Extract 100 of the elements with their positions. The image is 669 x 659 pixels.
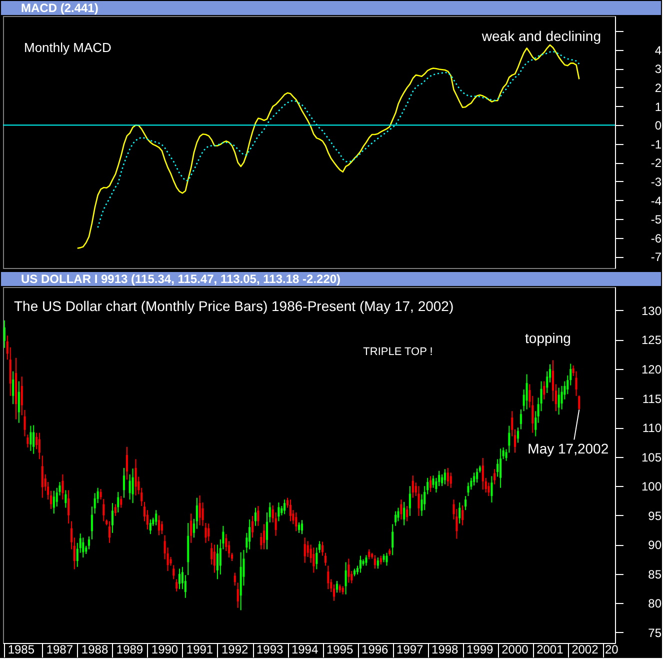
- candlestick: [132, 468, 134, 504]
- x-tick-label: 20: [604, 642, 619, 656]
- text: Monthly MACD: [24, 40, 112, 55]
- candlestick: [397, 507, 400, 522]
- y-tick-label: 1: [654, 100, 662, 114]
- candlestick: [394, 510, 397, 526]
- candlestick: [38, 432, 40, 460]
- candlestick: [558, 387, 560, 416]
- x-tick-label: 2001: [536, 642, 564, 656]
- candlestick: [68, 490, 70, 524]
- y-tick-label: 110: [642, 421, 662, 436]
- candlestick: [376, 557, 379, 570]
- y-tick-label: 75: [648, 626, 662, 640]
- x-tick-label: 1997: [396, 642, 424, 656]
- candlestick: [290, 499, 292, 522]
- y-tick-label: 115: [642, 392, 662, 406]
- candlestick: [430, 476, 432, 492]
- candlestick: [20, 376, 23, 416]
- y-tick-label: 85: [648, 567, 662, 582]
- candlestick: [155, 510, 158, 526]
- y-tick-label: 0: [654, 118, 662, 133]
- candlestick: [301, 520, 303, 535]
- x-tick-label: 2000: [502, 642, 529, 656]
- x-tick-label: 2002: [572, 642, 599, 656]
- candlestick: [406, 505, 408, 522]
- candlestick: [12, 370, 14, 405]
- x-tick-label: 1992: [221, 642, 248, 656]
- candlestick: [32, 424, 35, 454]
- x-tick-label: 1987: [46, 642, 74, 656]
- candlestick: [120, 496, 122, 508]
- annotation: TRIPLE TOP !: [363, 346, 433, 358]
- candlestick: [278, 502, 280, 522]
- y-tick-label: 100: [641, 480, 662, 494]
- candlestick: [160, 520, 163, 535]
- candlestick: [386, 552, 388, 566]
- candlestick: [476, 468, 478, 484]
- chart-title: US DOLLAR I 9913 (115.34, 115.47, 113.05, 113.18 -2.220): [21, 272, 341, 286]
- candlestick: [403, 501, 406, 526]
- candlestick: [204, 522, 207, 544]
- candlestick: [526, 374, 528, 410]
- candlestick: [190, 513, 192, 544]
- candlestick: [149, 518, 152, 535]
- candlestick: [176, 578, 178, 592]
- candlestick: [543, 380, 546, 400]
- candlestick: [30, 425, 32, 452]
- y-tick-label: -5: [650, 212, 662, 227]
- y-tick-label: -1: [650, 137, 662, 152]
- y-tick-label: 120: [641, 362, 662, 376]
- candlestick: [392, 524, 394, 556]
- candlestick: [336, 580, 338, 594]
- text: The US Dollar chart (Monthly Price Bars) 1986-Present (May 17, 2002): [14, 298, 454, 314]
- candlestick: [365, 554, 368, 566]
- y-tick-label: 130: [641, 304, 662, 318]
- x-tick-label: 1990: [151, 642, 178, 656]
- x-tick-label: 1991: [186, 642, 214, 656]
- y-tick-label: 80: [648, 596, 662, 611]
- candlestick: [263, 524, 266, 550]
- candlestick: [208, 523, 210, 542]
- candlestick: [450, 472, 452, 488]
- candlestick: [312, 547, 315, 574]
- candlestick: [324, 552, 326, 566]
- y-tick-label: 90: [648, 538, 662, 552]
- annotation: weak and declining: [480, 28, 601, 44]
- candlestick: [114, 504, 116, 516]
- y-tick-label: 125: [641, 333, 662, 348]
- annotation: May 17,2002: [528, 440, 609, 457]
- x-tick-label: 1998: [432, 642, 459, 656]
- candlestick: [374, 554, 376, 570]
- y-tick-label: 3: [654, 62, 662, 76]
- candlestick: [432, 475, 434, 488]
- candlestick: [446, 467, 449, 487]
- annotation: topping: [525, 330, 571, 346]
- candlestick: [198, 494, 201, 526]
- candlestick: [418, 486, 420, 516]
- candlestick: [467, 482, 470, 497]
- candlestick: [117, 491, 120, 513]
- candlestick: [500, 448, 502, 488]
- candlestick: [111, 502, 114, 534]
- candlestick: [234, 572, 236, 586]
- candlestick: [41, 455, 44, 498]
- candlestick: [400, 499, 402, 520]
- candlestick: [128, 474, 131, 500]
- candlestick: [316, 547, 318, 570]
- candlestick: [359, 555, 362, 574]
- candlestick: [444, 468, 446, 485]
- x-tick-label: 1988: [81, 642, 108, 656]
- chart-title: MACD (2.441): [21, 1, 98, 15]
- candlestick: [248, 518, 251, 550]
- candlestick: [482, 457, 484, 490]
- candlestick: [62, 474, 64, 500]
- y-tick-label: 2: [654, 80, 662, 95]
- candlestick: [126, 446, 128, 480]
- candlestick: [178, 568, 180, 590]
- candlestick: [254, 507, 257, 526]
- y-tick-label: 105: [641, 450, 662, 464]
- candlestick: [64, 490, 67, 508]
- x-tick-label: 1999: [466, 642, 494, 656]
- y-tick-label: -4: [650, 194, 662, 208]
- candlestick: [344, 562, 347, 595]
- candlestick: [295, 512, 298, 532]
